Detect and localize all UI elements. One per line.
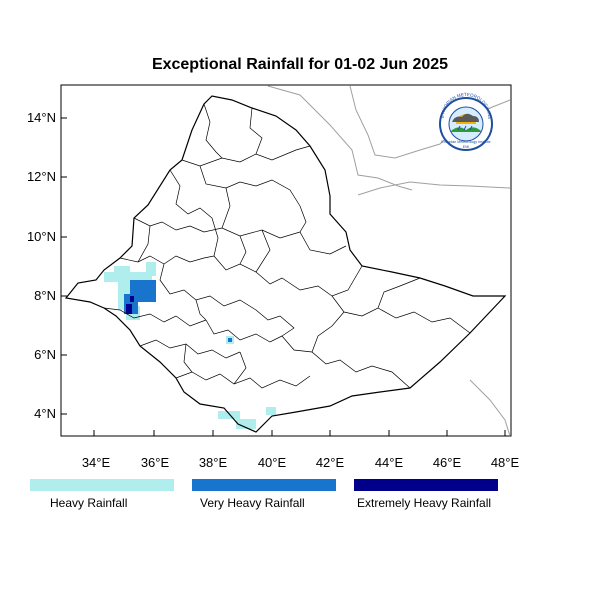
map-title: Exceptional Rainfall for 01-02 Jun 2025 <box>151 56 449 73</box>
extremely-heavy-rainfall-cell <box>126 304 132 314</box>
country-outline <box>64 95 507 433</box>
admin-boundary <box>377 277 421 309</box>
admin-boundary <box>239 235 247 265</box>
legend-swatch-extremely-heavy <box>354 479 498 491</box>
neighbor-border-djibouti <box>357 181 511 196</box>
x-tick-label: 48°E <box>491 455 520 470</box>
admin-boundary <box>299 205 347 255</box>
admin-boundary <box>255 265 363 297</box>
admin-boundary <box>103 307 207 327</box>
very-heavy-rainfall-patches <box>124 280 232 342</box>
x-tick-label: 34°E <box>82 455 111 470</box>
axis-ticks <box>61 117 506 436</box>
admin-boundary <box>281 335 411 389</box>
y-tick-label: 8°N <box>34 288 56 303</box>
x-tick-label: 46°E <box>433 455 462 470</box>
logo-rain-icon <box>463 125 467 131</box>
admin-boundary <box>169 169 213 219</box>
admin-boundary <box>181 145 311 167</box>
heavy-rainfall-cell <box>114 266 130 274</box>
extremely-heavy-rainfall-patches <box>126 296 134 314</box>
admin-boundary <box>331 295 471 334</box>
logo-hills-icon <box>450 127 482 132</box>
neighbor-border-eritrea <box>267 85 413 191</box>
heavy-rainfall-cell <box>266 407 276 415</box>
x-tick-label: 38°E <box>199 455 228 470</box>
admin-boundary <box>211 217 257 273</box>
legend-swatch-heavy <box>30 479 174 491</box>
plot-frame <box>60 84 512 437</box>
admin-boundary <box>205 319 283 343</box>
y-tick-label: 10°N <box>27 229 56 244</box>
admin-boundary <box>221 187 231 229</box>
admin-boundary <box>175 371 311 389</box>
legend-swatch-very-heavy <box>192 479 336 491</box>
admin-boundary <box>119 255 215 265</box>
admin-boundary <box>195 299 207 321</box>
admin-boundary <box>137 225 151 263</box>
admin-boundary <box>133 217 301 239</box>
heavy-rainfall-cell <box>104 272 152 282</box>
x-tick-label: 42°E <box>316 455 345 470</box>
heavy-rainfall-cell <box>146 262 156 276</box>
institute-logo: ETHIOPIAN METEOROLOGY INSTITUTE Ethiopia… <box>0 0 493 151</box>
extremely-heavy-rainfall-cell <box>130 296 134 302</box>
admin-boundary <box>183 343 193 373</box>
legend-label-very-heavy: Very Heavy Rainfall <box>200 496 305 510</box>
x-tick-label: 44°E <box>375 455 404 470</box>
heavy-rainfall-patches <box>104 262 276 429</box>
admin-boundary <box>233 351 247 385</box>
admin-boundary <box>249 107 263 155</box>
neighbor-border-somalia <box>469 379 511 437</box>
admin-boundaries <box>103 103 471 389</box>
logo-rain-icon <box>469 125 473 131</box>
x-tick-label: 40°E <box>258 455 287 470</box>
logo-cloud-icon <box>452 113 479 122</box>
logo-short: EMI <box>463 145 469 149</box>
y-tick-label: 6°N <box>34 347 56 362</box>
admin-boundary <box>255 229 271 273</box>
admin-boundary <box>139 339 241 359</box>
heavy-rainfall-cell <box>218 411 240 419</box>
logo-caption: Ethiopian Meteorology Institute <box>441 140 490 144</box>
y-tick-label: 4°N <box>34 406 56 421</box>
logo-rain-icon <box>457 125 461 131</box>
y-tick-label: 12°N <box>27 169 56 184</box>
admin-boundary <box>159 263 257 311</box>
admin-boundary <box>311 311 345 353</box>
legend-label-heavy: Heavy Rainfall <box>50 496 128 510</box>
admin-boundary <box>255 309 295 337</box>
x-tick-label: 36°E <box>141 455 170 470</box>
admin-boundary <box>199 165 301 207</box>
very-heavy-rainfall-cell <box>228 338 232 342</box>
admin-boundary <box>203 103 223 159</box>
logo-arc-text: ETHIOPIAN METEOROLOGY INSTITUTE <box>0 0 492 119</box>
heavy-rainfall-cell <box>236 419 256 429</box>
legend-label-extremely-heavy: Extremely Heavy Rainfall <box>357 496 492 510</box>
y-tick-label: 14°N <box>27 110 56 125</box>
